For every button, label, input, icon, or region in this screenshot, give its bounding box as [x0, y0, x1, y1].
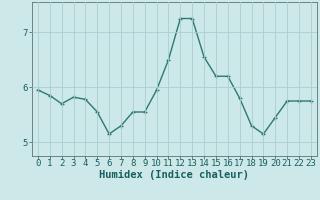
X-axis label: Humidex (Indice chaleur): Humidex (Indice chaleur): [100, 170, 249, 180]
